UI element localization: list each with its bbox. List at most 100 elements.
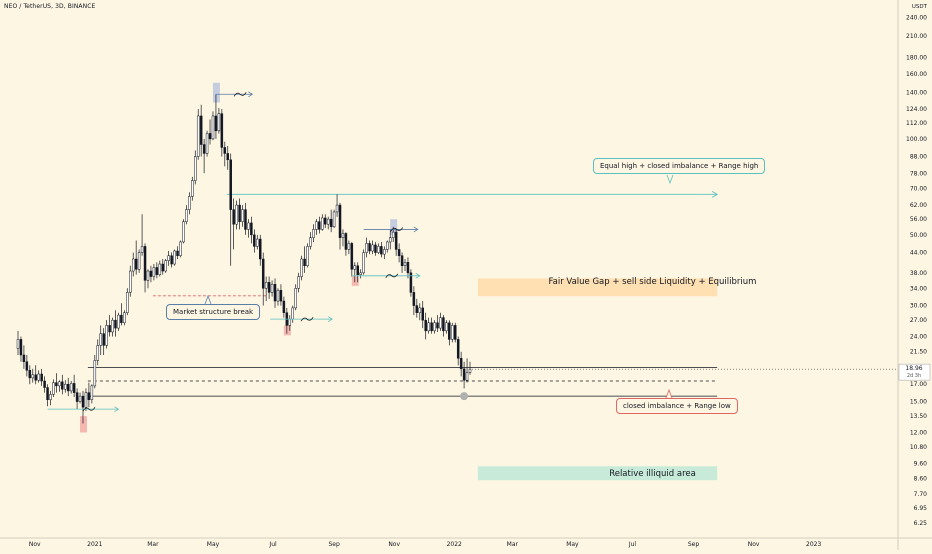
x-tick-label: Jul — [628, 541, 637, 548]
swing-high-ray-arrowhead — [248, 91, 254, 98]
candle-body — [90, 385, 94, 400]
candle-body — [217, 113, 221, 132]
y-tick-label: 21.50 — [910, 349, 927, 356]
candle-body — [321, 217, 324, 230]
candle-body — [386, 241, 389, 250]
candle-body — [120, 314, 123, 324]
candle-body — [196, 115, 200, 157]
x-tick-label: Nov — [29, 541, 41, 548]
candle-body — [152, 267, 156, 277]
candle-body — [273, 283, 277, 302]
candle-body — [72, 383, 76, 393]
candle-body — [359, 272, 362, 275]
swing-low-ray-3-arrowhead — [415, 272, 421, 279]
candle-body — [105, 325, 108, 346]
candle-body — [87, 392, 91, 400]
candle-body — [465, 372, 469, 381]
last-price-tag — [898, 363, 931, 381]
candle-body — [436, 322, 439, 329]
candle-body — [164, 260, 167, 272]
y-unit-label: USDT — [912, 4, 928, 10]
equal-high-annotation[interactable]: Equal high + closed imbalance + Range hi… — [593, 158, 766, 174]
swing-low-ray-arrowhead — [114, 406, 120, 412]
candle-body — [356, 265, 359, 275]
candle-body — [167, 255, 170, 261]
candle-body — [459, 358, 463, 370]
candle-body — [329, 218, 333, 228]
candle-body — [84, 392, 88, 408]
candle-body — [306, 246, 309, 267]
candle-body — [185, 209, 188, 222]
candle-body — [318, 221, 321, 230]
candle-body — [146, 270, 150, 281]
market-structure-annotation[interactable]: Market structure break — [166, 304, 261, 320]
last-price-countdown: 2d 3h — [907, 373, 921, 379]
swing-low-ray-2-arrowhead — [327, 316, 333, 322]
swing-low-marker — [79, 416, 87, 433]
swing-low-ray-2-mark — [300, 316, 314, 322]
y-tick-label: 140.00 — [906, 89, 927, 96]
y-tick-label: 6.95 — [914, 505, 928, 512]
candle-body — [253, 234, 256, 247]
candle-body — [383, 249, 386, 255]
candle-body — [391, 231, 395, 238]
candle-body — [211, 115, 215, 140]
candle-body — [400, 255, 404, 267]
y-tick-label: 88.00 — [910, 154, 927, 161]
candle-body — [182, 221, 185, 243]
candle-body — [131, 258, 135, 272]
candle-body — [58, 381, 61, 387]
candle-body — [223, 147, 227, 154]
x-tick-label: Mar — [147, 541, 159, 548]
candle-body — [335, 204, 339, 213]
candle-body — [312, 229, 315, 238]
candle-body — [49, 394, 52, 400]
candle-body — [297, 276, 300, 289]
candle-body — [158, 263, 162, 275]
y-tick-label: 30.00 — [910, 303, 927, 310]
y-tick-label: 210.00 — [906, 33, 927, 40]
candle-body — [226, 153, 230, 161]
swing-low-marker-3 — [351, 276, 359, 286]
y-tick-label: 15.00 — [910, 399, 927, 406]
candle-body — [199, 115, 203, 145]
candle-body — [350, 243, 354, 270]
candle-body — [424, 319, 427, 332]
candle-body — [16, 339, 20, 349]
candle-body — [220, 113, 224, 148]
range-low-pointer — [665, 388, 673, 399]
y-tick-label: 38.00 — [910, 270, 927, 277]
candle-body — [126, 292, 129, 313]
candle-body — [75, 392, 79, 402]
candle-body — [332, 211, 336, 228]
candle-body — [433, 322, 436, 332]
candle-body — [155, 267, 159, 275]
y-tick-label: 56.00 — [910, 216, 927, 223]
x-tick-label: May — [207, 541, 220, 548]
candle-body — [93, 360, 97, 387]
candle-body — [403, 262, 407, 267]
equal-high-pointer — [666, 174, 674, 185]
y-tick-label: 124.00 — [906, 106, 927, 113]
candle-body — [202, 144, 206, 154]
candle-body — [371, 244, 374, 252]
candle-body — [55, 382, 58, 387]
candle-body — [453, 325, 457, 340]
x-tick-label: Mar — [507, 541, 519, 548]
candle-body — [291, 307, 294, 320]
candle-body — [194, 156, 197, 181]
candle-body — [81, 395, 85, 408]
candle-body — [176, 250, 179, 256]
candle-body — [282, 300, 286, 313]
y-tick-label: 24.00 — [910, 333, 927, 340]
candle-body — [468, 368, 472, 373]
candle-body — [380, 246, 383, 255]
candle-body — [238, 204, 241, 222]
range-low-annotation[interactable]: closed imbalance + Range low — [616, 398, 738, 414]
candle-body — [102, 333, 105, 346]
y-tick-label: 160.00 — [906, 71, 927, 78]
range-high-arrowhead — [711, 190, 719, 198]
candle-body — [241, 209, 244, 222]
y-tick-label: 10.80 — [910, 444, 927, 451]
